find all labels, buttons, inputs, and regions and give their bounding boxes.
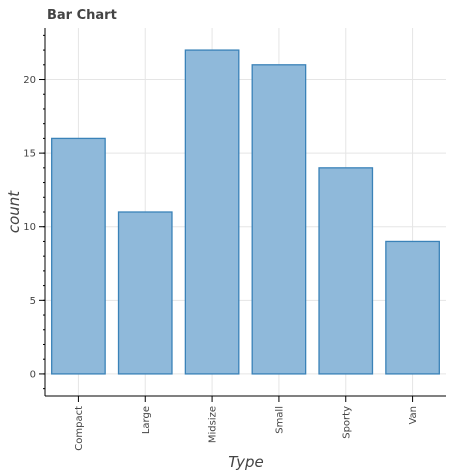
x-axis-label: Type [228,453,264,471]
bar-large [117,211,173,375]
y-tick-label: 15 [23,149,36,160]
x-tick-label: Midsize [208,406,219,443]
axes-layer [39,28,446,402]
y-tick-label: 20 [23,75,36,86]
bar-small [251,64,307,375]
x-tick-label: Small [274,406,285,434]
y-tick-label: 5 [30,296,36,307]
x-tick-label: Van [408,406,419,425]
bars-layer [51,49,440,375]
x-tick-label: Sporty [341,406,352,439]
bar-van [385,240,440,375]
y-tick-label: 10 [23,222,36,233]
labels-layer: 0 5 10 15 20 Compact Large Midsize Small Sporty Va… [23,75,419,451]
bar-sporty [318,167,374,375]
y-axis-label: count [5,190,23,233]
x-tick-label: Compact [74,406,85,451]
chart-title: Bar Chart [47,8,117,23]
y-tick-label: 0 [30,369,36,380]
bar-midsize [184,49,240,375]
x-tick-label: Large [141,406,152,434]
bar-compact [51,137,106,375]
